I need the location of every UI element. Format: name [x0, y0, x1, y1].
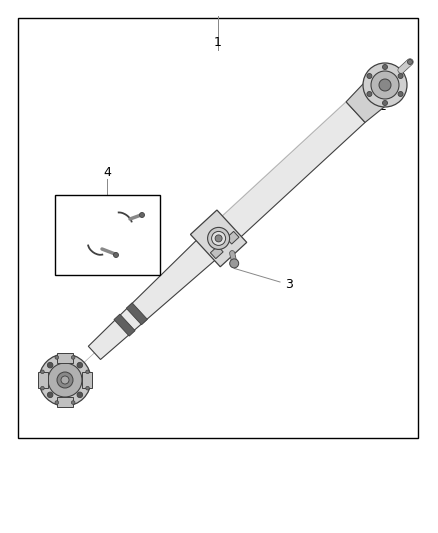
Circle shape [71, 356, 75, 359]
Circle shape [77, 392, 83, 398]
Circle shape [379, 79, 391, 91]
Circle shape [77, 362, 83, 368]
Text: 3: 3 [285, 279, 293, 292]
Circle shape [230, 259, 239, 268]
Circle shape [382, 101, 388, 106]
Circle shape [367, 92, 372, 96]
Circle shape [398, 92, 403, 96]
Circle shape [41, 386, 44, 390]
Polygon shape [346, 80, 389, 123]
Bar [18, 18, 418, 438]
Circle shape [48, 363, 82, 397]
Circle shape [61, 376, 69, 384]
Circle shape [47, 392, 53, 398]
Polygon shape [57, 397, 73, 407]
Polygon shape [213, 102, 365, 245]
Circle shape [41, 370, 44, 374]
Circle shape [382, 64, 388, 69]
Polygon shape [126, 303, 147, 325]
Circle shape [86, 370, 89, 374]
Circle shape [39, 354, 91, 406]
Text: 2: 2 [378, 101, 386, 114]
Circle shape [208, 228, 230, 249]
Circle shape [215, 235, 222, 242]
Circle shape [86, 386, 89, 390]
Circle shape [407, 60, 413, 64]
Polygon shape [88, 231, 224, 359]
Circle shape [363, 63, 407, 107]
Circle shape [113, 253, 119, 257]
Circle shape [367, 74, 372, 78]
Polygon shape [38, 372, 48, 388]
Circle shape [139, 213, 145, 217]
Bar [55, 195, 160, 275]
Circle shape [57, 372, 73, 388]
Circle shape [47, 362, 53, 368]
Circle shape [371, 71, 399, 99]
Polygon shape [226, 231, 239, 244]
Circle shape [398, 74, 403, 78]
Polygon shape [82, 372, 92, 388]
Polygon shape [191, 210, 247, 267]
Text: 4: 4 [103, 166, 111, 179]
Polygon shape [114, 314, 135, 336]
Polygon shape [210, 246, 223, 259]
Circle shape [55, 356, 59, 359]
Text: 1: 1 [214, 36, 222, 50]
Polygon shape [57, 353, 73, 363]
Circle shape [55, 401, 59, 405]
Circle shape [71, 401, 75, 405]
Circle shape [212, 231, 226, 245]
